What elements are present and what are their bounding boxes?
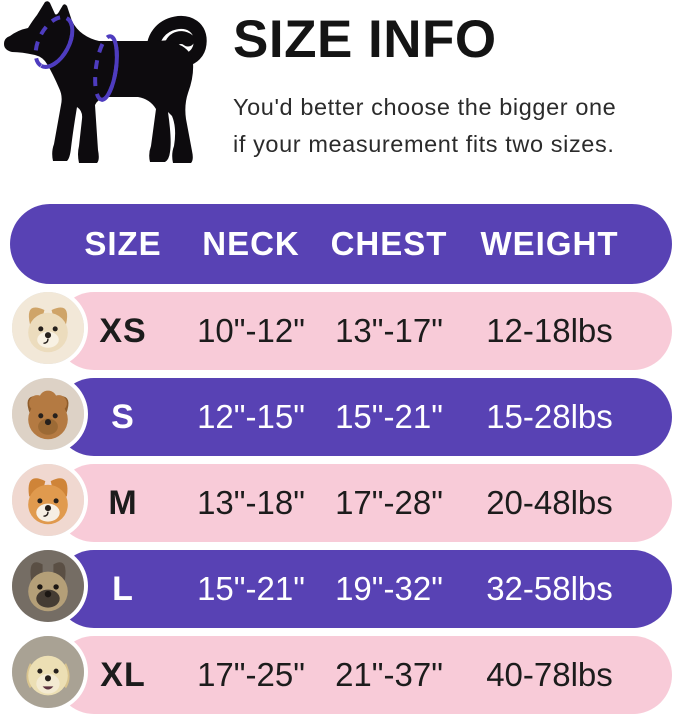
neck-measure-ring-icon [33,15,75,69]
chest-cell: 15"-21" [335,398,443,435]
size-cell: XS [99,311,147,350]
table-row-l: L 15"-21" 19"-32" 32-58lbs [8,546,672,628]
table-header-row: SIZE NECK CHEST WEIGHT [10,204,672,284]
weight-cell: 40-78lbs [486,656,613,693]
neck-cell: 17"-25" [197,656,305,693]
neck-cell: 13"-18" [197,484,305,521]
table-row-s: S 12"-15" 15"-21" 15-28lbs [8,374,672,456]
page-title: SIZE INFO [233,10,497,69]
weight-cell: 15-28lbs [486,398,613,435]
size-advice-line1: You'd better choose the bigger one [233,94,617,121]
toy-poodle-photo [8,374,88,454]
dog-tail-curl [146,16,207,67]
dog-silhouette [4,1,194,164]
table-row-m: M 13"-18" 17"-28" 20-48lbs [8,460,672,542]
header-weight: WEIGHT [480,225,619,262]
neck-cell: 12"-15" [197,398,305,435]
size-cell: S [111,397,135,436]
chest-measure-ring-icon [93,34,119,102]
size-advice-text: You'd better choose the bigger one if yo… [233,89,669,163]
size-chart-table: SIZE NECK CHEST WEIGHT XS 10"-12" 13"-17… [0,204,679,714]
hero-section: SIZE INFO You'd better choose the bigger… [0,0,679,204]
table-row-xs: XS 10"-12" 13"-17" 12-18lbs [8,288,672,370]
shiba-inu-photo [8,460,88,540]
header-chest: CHEST [330,225,448,262]
labrador-photo [8,632,88,712]
chest-cell: 17"-28" [335,484,443,521]
weight-cell: 20-48lbs [486,484,613,521]
neck-cell: 15"-21" [197,570,305,607]
size-advice-line2: if your measurement fits two sizes. [233,131,615,158]
chest-cell: 13"-17" [335,312,443,349]
header-size: SIZE [84,225,162,262]
chest-cell: 19"-32" [335,570,443,607]
header-neck: NECK [202,225,300,262]
pomeranian-photo [8,288,88,368]
size-cell: XL [100,655,146,694]
dog-measurement-diagram-icon [4,1,207,164]
size-cell: L [112,569,134,608]
table-row-xl: XL 17"-25" 21"-37" 40-78lbs [8,632,672,714]
weight-cell: 12-18lbs [486,312,613,349]
chest-cell: 21"-37" [335,656,443,693]
weight-cell: 32-58lbs [486,570,613,607]
size-cell: M [108,483,138,522]
french-bulldog-photo [8,546,88,626]
neck-cell: 10"-12" [197,312,305,349]
